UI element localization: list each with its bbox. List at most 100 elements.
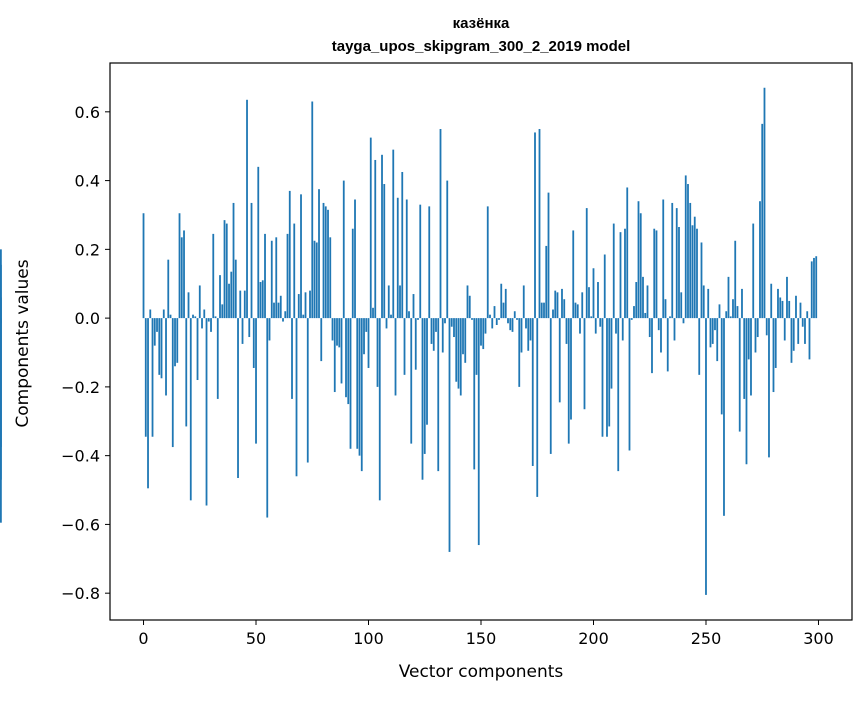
bar bbox=[354, 199, 356, 319]
bar bbox=[216, 318, 219, 399]
bar bbox=[322, 202, 325, 319]
bar bbox=[540, 302, 543, 319]
bar bbox=[664, 299, 667, 319]
bar bbox=[403, 318, 406, 375]
y-tick-label: −0.4 bbox=[61, 447, 100, 466]
bar bbox=[747, 318, 750, 360]
bar bbox=[270, 240, 273, 319]
bar bbox=[466, 285, 469, 319]
bar bbox=[599, 318, 602, 327]
x-tick-label: 200 bbox=[578, 629, 609, 648]
bar bbox=[192, 314, 194, 319]
bar bbox=[405, 199, 408, 319]
bar-series bbox=[0, 87, 818, 595]
bar bbox=[394, 318, 397, 396]
bar bbox=[493, 306, 496, 319]
bar bbox=[590, 316, 593, 319]
bar bbox=[592, 268, 595, 319]
bar bbox=[495, 318, 498, 325]
bar bbox=[518, 318, 521, 387]
bar bbox=[549, 318, 552, 454]
bar bbox=[340, 318, 343, 384]
bar bbox=[644, 312, 647, 319]
bar bbox=[813, 257, 815, 319]
bar bbox=[756, 318, 759, 338]
bar bbox=[331, 318, 334, 341]
bar bbox=[257, 166, 260, 319]
bar bbox=[745, 318, 748, 465]
bar bbox=[165, 318, 167, 396]
bar bbox=[657, 318, 660, 331]
bar bbox=[277, 302, 280, 319]
bar bbox=[484, 318, 487, 334]
bar bbox=[221, 304, 224, 319]
bar bbox=[158, 318, 161, 375]
bar bbox=[255, 318, 257, 444]
bar bbox=[426, 318, 428, 425]
bar bbox=[736, 306, 739, 319]
bar bbox=[250, 202, 253, 319]
bar bbox=[329, 237, 332, 319]
bar bbox=[561, 288, 563, 319]
bar bbox=[198, 285, 201, 319]
bar bbox=[273, 302, 275, 319]
bar bbox=[369, 137, 372, 319]
bar bbox=[680, 292, 683, 319]
bar bbox=[383, 184, 386, 319]
bar bbox=[414, 318, 417, 370]
bar bbox=[448, 318, 451, 552]
bar bbox=[786, 276, 788, 319]
bar bbox=[520, 318, 523, 353]
bar bbox=[660, 318, 662, 353]
bar bbox=[531, 318, 534, 466]
bar bbox=[356, 318, 359, 449]
bar bbox=[563, 299, 566, 319]
bar bbox=[806, 311, 809, 319]
bar bbox=[489, 314, 491, 319]
bar bbox=[761, 123, 764, 319]
bar bbox=[797, 318, 800, 344]
bar bbox=[603, 254, 606, 319]
bar bbox=[700, 242, 703, 319]
bar bbox=[624, 228, 626, 319]
bar bbox=[792, 318, 795, 351]
bar bbox=[439, 129, 442, 319]
bar bbox=[684, 175, 687, 319]
bar bbox=[261, 280, 264, 319]
bar bbox=[171, 318, 174, 448]
bar bbox=[351, 228, 354, 319]
bar bbox=[689, 202, 692, 319]
bar bbox=[815, 256, 818, 319]
x-tick-label: 0 bbox=[138, 629, 148, 648]
bar bbox=[376, 318, 379, 387]
bar bbox=[648, 318, 651, 338]
bar bbox=[702, 285, 705, 319]
bar bbox=[423, 318, 426, 454]
bar bbox=[628, 318, 631, 451]
bar bbox=[637, 201, 640, 319]
bar bbox=[565, 318, 568, 344]
bar bbox=[225, 223, 228, 319]
bar bbox=[597, 282, 599, 319]
bar bbox=[738, 318, 741, 432]
bar bbox=[729, 316, 732, 319]
bar bbox=[345, 318, 347, 398]
bar bbox=[480, 318, 482, 346]
bar bbox=[774, 318, 777, 368]
bar bbox=[545, 245, 548, 319]
bar bbox=[741, 288, 743, 319]
bar bbox=[781, 300, 784, 319]
bar bbox=[696, 228, 698, 319]
bar bbox=[507, 318, 509, 324]
bar bbox=[246, 99, 248, 319]
bar bbox=[718, 304, 721, 319]
bar bbox=[259, 282, 262, 319]
bar bbox=[387, 285, 390, 319]
bar bbox=[610, 318, 613, 389]
bar bbox=[248, 318, 251, 338]
bar bbox=[462, 318, 464, 355]
bar bbox=[711, 318, 714, 344]
bar bbox=[534, 132, 536, 319]
bar bbox=[522, 285, 525, 319]
bar bbox=[372, 307, 374, 319]
